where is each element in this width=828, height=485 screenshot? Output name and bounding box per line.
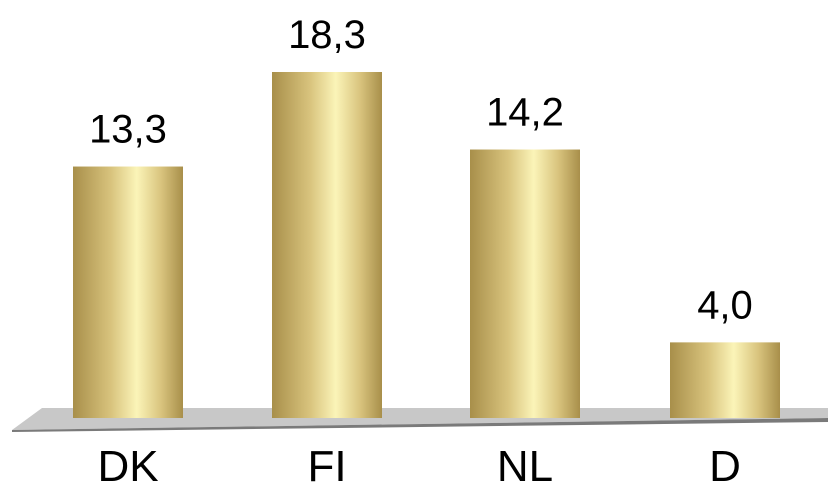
data-label-d: 4,0 <box>697 283 753 327</box>
bar-d <box>670 342 780 418</box>
data-label-dk: 13,3 <box>89 108 167 152</box>
category-label-nl: NL <box>497 442 553 485</box>
category-label-fi: FI <box>307 442 346 485</box>
chart-floor-edge <box>12 418 828 432</box>
bar-series <box>73 72 780 419</box>
bar-dk <box>73 166 183 418</box>
data-label-fi: 18,3 <box>288 13 366 57</box>
chart-floor <box>12 408 828 430</box>
category-label-dk: DK <box>97 442 158 485</box>
data-label-nl: 14,2 <box>486 91 564 135</box>
category-label-d: D <box>709 442 741 485</box>
bar-nl <box>470 149 580 419</box>
bar-fi <box>272 72 382 418</box>
data-labels: 13,3 18,3 14,2 4,0 <box>89 13 753 327</box>
category-labels: DK FI NL D <box>97 442 740 485</box>
